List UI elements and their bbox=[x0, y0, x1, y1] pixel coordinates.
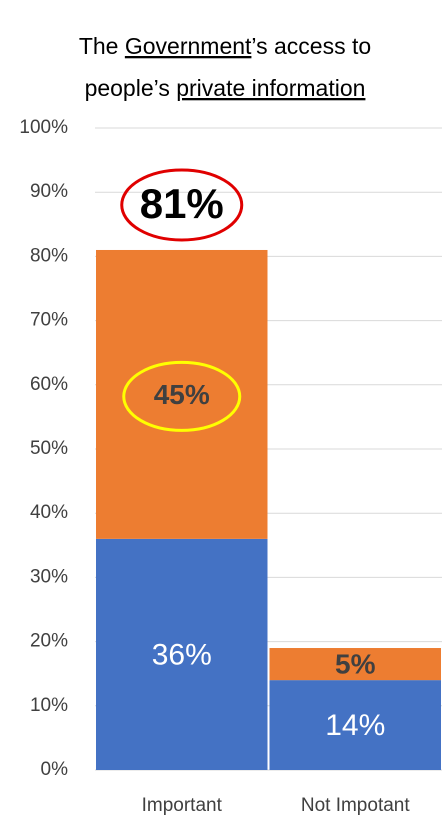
annotation-ellipse bbox=[120, 168, 244, 242]
chart-title-line: people’s private information bbox=[85, 75, 366, 101]
x-tick-label: Not Impotant bbox=[301, 795, 410, 816]
highlight-ellipse bbox=[122, 360, 242, 432]
y-tick-label: 10% bbox=[30, 695, 68, 716]
y-tick-label: 0% bbox=[41, 759, 69, 780]
y-tick-label: 100% bbox=[19, 117, 68, 138]
value-label: 45% bbox=[154, 379, 210, 410]
bar-segment bbox=[269, 648, 441, 681]
y-tick-label: 80% bbox=[30, 245, 68, 266]
chart-title-line: The Government’s access to bbox=[79, 33, 371, 59]
y-tick-label: 40% bbox=[30, 502, 68, 523]
y-tick-label: 60% bbox=[30, 374, 68, 395]
y-tick-label: 70% bbox=[30, 310, 68, 331]
y-tick-label: 90% bbox=[30, 181, 68, 202]
annotation: 81% bbox=[140, 180, 224, 227]
x-tick-label: Important bbox=[142, 795, 223, 816]
value-label: 36% bbox=[152, 638, 212, 671]
value-label: 14% bbox=[325, 709, 385, 742]
title-part: ’s access to bbox=[251, 33, 371, 59]
title-part: Government bbox=[125, 33, 252, 59]
y-tick-label: 50% bbox=[30, 438, 68, 459]
y-tick-label: 20% bbox=[30, 631, 68, 652]
title-part: private information bbox=[176, 75, 365, 101]
value-label: 5% bbox=[335, 648, 376, 679]
title-part: people’s bbox=[85, 75, 177, 101]
bar-segment bbox=[269, 680, 441, 770]
bar-segment bbox=[96, 538, 268, 770]
y-tick-label: 30% bbox=[30, 566, 68, 587]
title-part: The bbox=[79, 33, 125, 59]
